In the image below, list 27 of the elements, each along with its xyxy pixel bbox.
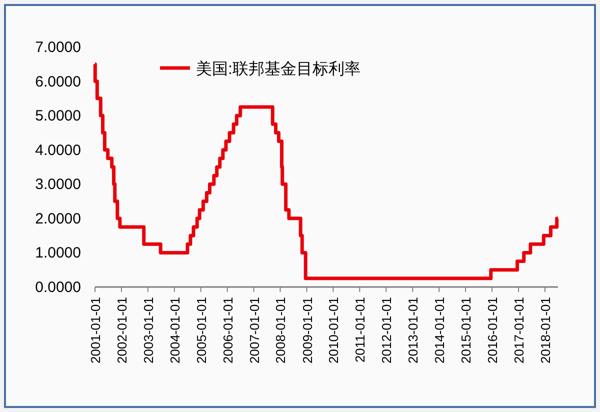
y-tick-label: 3.0000 <box>35 176 81 194</box>
x-tick-label: 2011-01-01 <box>352 297 368 363</box>
y-tick-label: 5.0000 <box>35 108 81 125</box>
x-tick-label: 2016-01-01 <box>484 297 500 364</box>
x-tick-label: 2003-01-01 <box>140 297 156 364</box>
y-tick-label: 6.0000 <box>35 73 81 90</box>
x-tick-label: 2012-01-01 <box>379 297 394 364</box>
legend-label: 美国:联邦基金目标利率 <box>196 60 360 78</box>
x-tick-label: 2008-01-01 <box>273 297 288 364</box>
x-tick-label: 2015-01-01 <box>458 297 474 364</box>
x-tick-label: 2017-01-01 <box>512 297 527 364</box>
x-tick-label: 2007-01-01 <box>246 297 262 364</box>
y-tick-label: 7.0000 <box>35 39 81 56</box>
x-tick-label: 2001-01-01 <box>88 297 103 364</box>
x-tick-label: 2004-01-01 <box>167 297 182 364</box>
x-tick-label: 2014-01-01 <box>432 297 448 364</box>
x-tick-label: 2013-01-01 <box>406 297 421 364</box>
y-tick-label: 0.0000 <box>35 279 81 296</box>
x-tick-label: 2009-01-01 <box>300 297 315 364</box>
y-tick-label: 2.0000 <box>35 210 81 228</box>
x-tick-label: 2010-01-01 <box>326 297 342 364</box>
y-tick-label: 4.0000 <box>35 142 81 159</box>
x-tick-label: 2002-01-01 <box>114 297 130 364</box>
y-tick-label: 1.0000 <box>35 244 81 262</box>
x-tick-label: 2005-01-01 <box>194 297 209 364</box>
x-tick-label: 2006-01-01 <box>220 297 236 364</box>
x-tick-label: 2018-01-01 <box>538 297 553 364</box>
